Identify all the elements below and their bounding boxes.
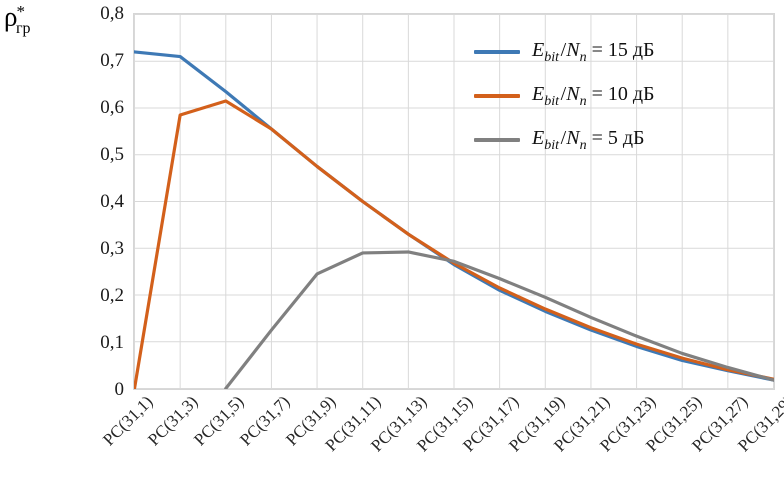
legend-denominator-subscript: n xyxy=(579,49,587,65)
legend-value: 10 xyxy=(607,82,628,105)
y-axis-tick-labels: 0 0,1 0,2 0,3 0,4 0,5 0,6 0,7 0,8 xyxy=(62,0,124,497)
legend-item[interactable]: Ebit /Nn = 15 дБ xyxy=(474,30,774,74)
legend-equals: = xyxy=(586,126,608,149)
legend-item-label: Ebit /Nn = 5 дБ xyxy=(532,127,645,154)
legend-equals: = xyxy=(586,82,608,105)
legend-denominator-subscript: n xyxy=(579,137,587,153)
y-axis-tick-label: 0,5 xyxy=(100,143,124,165)
legend-denominator: N xyxy=(566,38,580,61)
legend-numerator: E xyxy=(532,126,545,149)
legend-fraction-slash: / xyxy=(559,38,567,61)
legend-equals: = xyxy=(586,38,608,61)
legend-denominator-subscript: n xyxy=(579,93,587,109)
y-axis-tick-label: 0,2 xyxy=(100,284,124,306)
plot-area xyxy=(133,13,775,390)
y-axis-title-subscript: гр xyxy=(15,20,31,38)
legend-numerator-subscript: bit xyxy=(544,49,559,65)
legend-value: 15 xyxy=(607,38,628,61)
y-axis-title: ρ*гр xyxy=(4,1,41,38)
legend-numerator: E xyxy=(532,82,545,105)
legend-unit: дБ xyxy=(627,82,655,105)
legend-fraction-slash: / xyxy=(559,126,567,149)
legend-denominator: N xyxy=(566,82,580,105)
legend-item-label: Ebit /Nn = 10 дБ xyxy=(532,83,655,110)
legend-unit: дБ xyxy=(617,126,645,149)
series-line-2 xyxy=(224,250,774,389)
legend-value: 5 xyxy=(607,126,618,149)
y-axis-title-superscript: * xyxy=(16,2,25,21)
legend-numerator: E xyxy=(532,38,545,61)
series-lines xyxy=(134,50,774,389)
chart-legend: Ebit /Nn = 15 дБ Ebit /Nn = 10 дБ Ebit /Nn… xyxy=(474,30,774,162)
y-axis-title-symbol: ρ xyxy=(4,1,18,32)
y-axis-tick-label: 0,3 xyxy=(100,237,124,259)
y-axis-tick-label: 0 xyxy=(114,378,125,400)
legend-item[interactable]: Ebit /Nn = 10 дБ xyxy=(474,74,774,118)
legend-item-label: Ebit /Nn = 15 дБ xyxy=(532,39,655,66)
y-axis-tick-label: 0,4 xyxy=(100,190,124,212)
series-line-1 xyxy=(134,99,774,389)
legend-color-swatch xyxy=(474,50,520,54)
legend-numerator-subscript: bit xyxy=(544,137,559,153)
x-axis-tick-labels: РС(31,1) РС(31,3) РС(31,5) РС(31,7) РС(31,9)… xyxy=(99,392,784,497)
legend-fraction-slash: / xyxy=(559,82,567,105)
legend-color-swatch xyxy=(474,138,520,142)
legend-denominator: N xyxy=(566,126,580,149)
legend-numerator-subscript: bit xyxy=(544,93,559,109)
y-axis-tick-label: 0,1 xyxy=(100,331,124,353)
legend-item[interactable]: Ebit /Nn = 5 дБ xyxy=(474,118,774,162)
legend-unit: дБ xyxy=(627,38,655,61)
y-axis-tick-label: 0,8 xyxy=(100,2,124,24)
y-axis-tick-label: 0,7 xyxy=(100,49,124,71)
legend-color-swatch xyxy=(474,94,520,98)
y-axis-tick-label: 0,6 xyxy=(100,96,124,118)
